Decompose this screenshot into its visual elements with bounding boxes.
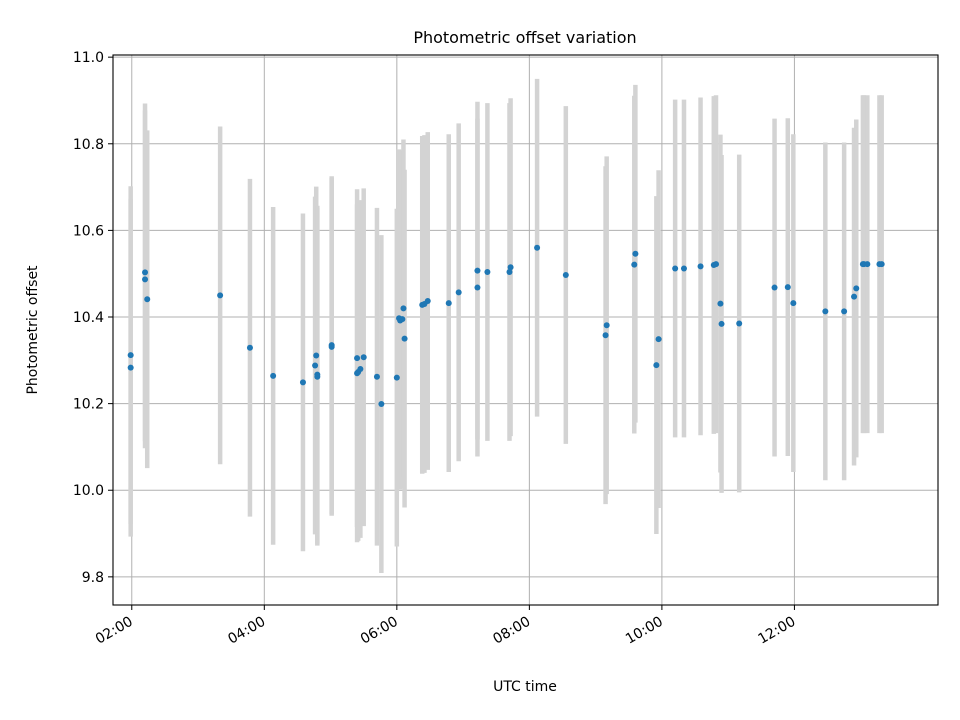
data-point (474, 284, 481, 291)
data-points (127, 244, 885, 408)
data-point (246, 344, 253, 351)
data-point (790, 300, 797, 307)
data-point (534, 244, 541, 251)
y-tick-label: 10.2 (73, 397, 104, 413)
data-point (127, 364, 134, 371)
data-point (328, 343, 335, 350)
data-point (878, 261, 885, 268)
data-point (602, 332, 609, 339)
x-axis-label: UTC time (493, 679, 557, 695)
plot-frame (112, 54, 939, 606)
data-point (312, 362, 319, 369)
data-point (455, 289, 462, 296)
data-point (360, 354, 367, 361)
data-point (713, 261, 720, 268)
data-point (864, 261, 871, 268)
data-point (400, 305, 407, 312)
data-point (474, 267, 481, 274)
data-point (718, 320, 725, 327)
data-point (393, 374, 400, 381)
data-point (853, 285, 860, 292)
data-point (484, 268, 491, 275)
y-tick-label: 10.0 (73, 483, 104, 499)
data-point (653, 362, 660, 369)
data-point (445, 300, 452, 307)
data-point (506, 268, 513, 275)
data-point (217, 292, 224, 299)
data-point (697, 263, 704, 270)
data-point (672, 265, 679, 272)
data-point (632, 250, 639, 257)
data-point (144, 296, 151, 303)
data-point (603, 322, 610, 329)
data-point (841, 308, 848, 315)
y-axis-ticks: 9.8 10.0 10.2 10.4 10.6 10.8 11.0 (73, 50, 113, 586)
data-point (507, 264, 514, 271)
data-point (314, 373, 321, 380)
data-point (354, 355, 361, 362)
data-point (401, 335, 408, 342)
data-point (736, 320, 743, 327)
y-tick-label: 10.6 (73, 223, 104, 239)
data-point (680, 265, 687, 272)
y-tick-label: 11.0 (73, 50, 104, 66)
data-point (357, 365, 364, 372)
data-point (299, 379, 306, 386)
data-point (771, 284, 778, 291)
y-tick-label: 10.8 (73, 137, 104, 153)
y-tick-label: 9.8 (82, 570, 104, 586)
data-point (822, 308, 829, 315)
y-tick-label: 10.4 (73, 310, 104, 326)
data-point (562, 272, 569, 278)
data-point (127, 352, 134, 359)
data-point (631, 261, 638, 268)
chart-title: Photometric offset variation (413, 28, 636, 47)
data-point (424, 297, 431, 304)
data-point (270, 372, 277, 379)
data-point (378, 401, 385, 408)
data-point (717, 300, 724, 307)
data-point (399, 316, 406, 323)
data-point (142, 276, 149, 283)
data-point (142, 269, 149, 276)
data-point (373, 373, 380, 380)
data-point (851, 293, 858, 300)
data-point (313, 352, 320, 359)
data-point (784, 284, 791, 291)
y-axis-label: Photometric offset (25, 265, 41, 395)
data-point (655, 336, 662, 343)
